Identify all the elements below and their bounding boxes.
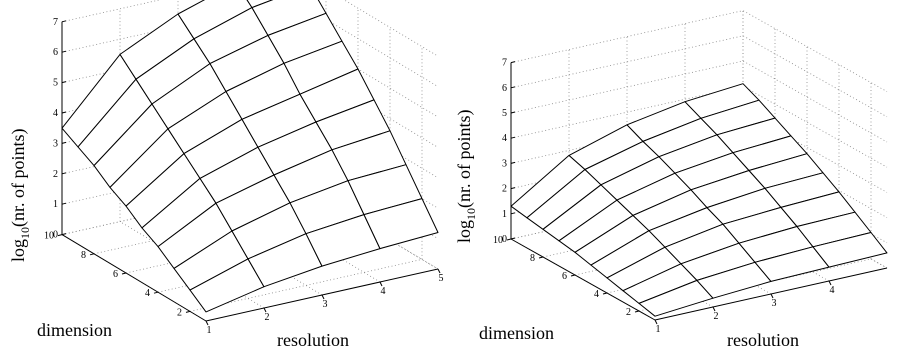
z-axis-label-rest: (nr. of points): [8, 128, 29, 227]
z-tick-label: 4: [53, 108, 58, 119]
surface-mesh: [510, 83, 888, 317]
y-tick-mark: [121, 272, 127, 275]
y-tick-mark: [538, 256, 544, 259]
y-axis-label: dimension: [479, 323, 554, 343]
z-tick-mark: [61, 50, 67, 53]
y-tick-mark: [570, 274, 576, 277]
y-tick-mark: [634, 310, 640, 313]
z-tick-label: 1: [53, 199, 58, 210]
z-tick-label: 7: [502, 58, 507, 69]
z-tick-mark: [510, 111, 516, 114]
y-tick-label: 2: [626, 307, 631, 318]
z-axis-label-rest: (nr. of points): [454, 109, 475, 208]
z-axis-label: log10(nr. of points): [454, 109, 478, 243]
z-tick-label: 3: [53, 138, 58, 149]
y-axis-label: dimension: [37, 320, 112, 340]
z-tick-mark: [510, 136, 516, 139]
y-tick-label: 10: [493, 235, 503, 246]
y-tick-label: 4: [145, 288, 150, 299]
x-tick-mark: [712, 306, 716, 312]
x-tick-mark: [205, 320, 209, 326]
y-axis-line: [61, 234, 207, 322]
y-tick-mark: [602, 292, 608, 295]
z-tick-mark: [510, 237, 516, 240]
z-axis-label-base: 10: [464, 208, 478, 220]
z-tick-mark: [510, 61, 516, 64]
x-tick-label: 1: [656, 324, 661, 335]
x-tick-mark: [321, 294, 325, 300]
y-tick-label: 8: [530, 253, 535, 264]
z-tick-mark: [61, 20, 67, 23]
x-tick-label: 4: [830, 285, 835, 296]
surface-patch: [812, 232, 888, 268]
z-tick-mark: [61, 172, 67, 175]
z-tick-mark: [510, 86, 516, 89]
y-tick-label: 10: [44, 231, 54, 242]
z-tick-label: 5: [502, 108, 507, 119]
y-tick-label: 2: [177, 307, 182, 318]
y-tick-mark: [57, 234, 63, 237]
x-tick-label: 3: [323, 299, 328, 310]
z-tick-label: 1: [502, 209, 507, 220]
y-tick-label: 6: [113, 269, 118, 280]
z-tick-mark: [61, 111, 67, 114]
x-tick-mark: [770, 293, 774, 299]
x-tick-mark: [828, 280, 832, 286]
x-tick-mark: [654, 319, 658, 325]
y-tick-label: 6: [562, 271, 567, 282]
y-axis-line: [510, 238, 656, 321]
z-tick-label: 7: [53, 17, 58, 28]
z-tick-mark: [510, 187, 516, 190]
x-tick-mark: [437, 268, 441, 274]
z-tick-mark: [61, 81, 67, 84]
z-axis-label: log10(nr. of points): [8, 128, 32, 262]
surface-mesh: [61, 0, 439, 313]
z-axis-label-log: log: [8, 239, 28, 262]
z-tick-mark: [61, 202, 67, 205]
z-tick-label: 6: [53, 47, 58, 58]
z-tick-mark: [61, 233, 67, 236]
x-tick-label: 5: [439, 273, 444, 284]
z-tick-label: 4: [502, 133, 507, 144]
y-tick-label: 8: [81, 250, 86, 261]
x-tick-label: 2: [265, 312, 270, 323]
x-tick-label: 2: [714, 311, 719, 322]
z-tick-label: 0: [53, 230, 58, 241]
z-axis-label-base: 10: [18, 227, 32, 239]
z-tick-label: 6: [502, 83, 507, 94]
x-tick-label: 4: [381, 286, 386, 297]
z-tick-label: 3: [502, 158, 507, 169]
y-tick-mark: [185, 310, 191, 313]
y-tick-mark: [153, 291, 159, 294]
surface-panel-left: 0 1 2 3 4 5 6 7 1 2 3 4 5 2 4 6 8 10 resolution dimension…: [8, 0, 444, 350]
y-tick-mark: [506, 238, 512, 241]
z-tick-label: 5: [53, 78, 58, 89]
surface-patch: [363, 198, 439, 250]
grid-line-z: [510, 10, 888, 92]
x-axis-label: resolution: [727, 330, 799, 350]
z-tick-label: 2: [53, 169, 58, 180]
x-tick-label: 3: [772, 298, 777, 309]
z-tick-mark: [510, 212, 516, 215]
z-tick-mark: [61, 141, 67, 144]
z-axis-label-log: log: [454, 220, 474, 243]
tick-labels: 0 1 2 3 4 5 6 7 1 2 3 4 5 2 4 6 8 10: [44, 17, 444, 336]
tick-labels: 0 1 2 3 4 5 6 7 1 2 3 4 2 4 6 8 10: [493, 58, 835, 335]
x-tick-label: 1: [207, 325, 212, 336]
y-tick-label: 4: [594, 289, 599, 300]
z-tick-label: 0: [502, 234, 507, 245]
x-axis-label: resolution: [277, 330, 349, 350]
x-tick-mark: [263, 307, 267, 313]
x-tick-mark: [379, 281, 383, 287]
z-tick-mark: [510, 161, 516, 164]
z-tick-label: 2: [502, 184, 507, 195]
y-tick-mark: [89, 253, 95, 256]
